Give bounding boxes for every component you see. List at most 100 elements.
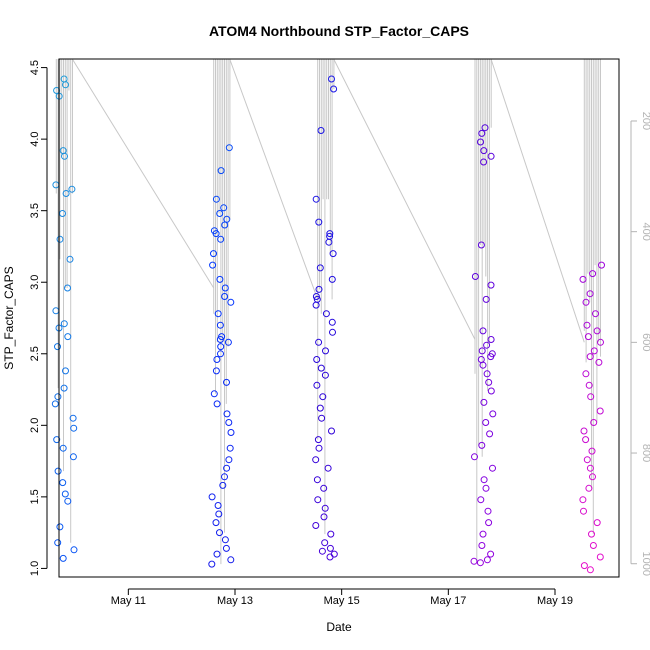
data-point — [482, 295, 490, 303]
data-point — [579, 275, 587, 283]
data-point — [312, 522, 320, 529]
data-point — [313, 356, 321, 363]
data-point — [320, 484, 328, 492]
y-tick-label: 1.0 — [29, 561, 41, 576]
data-point — [480, 158, 488, 166]
data-point — [489, 410, 497, 418]
trace-cluster — [55, 59, 73, 543]
data-point — [328, 75, 335, 83]
data-point — [588, 447, 596, 455]
data-point — [212, 230, 220, 238]
data-point — [482, 484, 490, 492]
y-tick-label: 3.5 — [29, 203, 41, 218]
data-point — [477, 138, 484, 146]
y2-tick-label: 800 — [640, 444, 650, 462]
data-point — [328, 318, 336, 326]
data-point — [592, 310, 599, 318]
data-point — [480, 147, 488, 155]
data-point — [324, 464, 332, 472]
data-point — [321, 504, 329, 512]
y2-tick-label: 400 — [640, 222, 650, 240]
data-point — [487, 550, 495, 558]
data-point — [586, 290, 594, 298]
data-point — [478, 347, 486, 355]
data-point — [318, 547, 326, 555]
data-point — [585, 381, 593, 389]
data-point — [221, 473, 228, 481]
trace-cluster — [213, 59, 231, 565]
y2-tick-label: 1000 — [640, 551, 650, 575]
data-point — [319, 393, 327, 401]
trace-cluster — [583, 59, 601, 535]
data-point — [54, 393, 62, 401]
data-point — [208, 560, 216, 568]
data-point — [479, 530, 487, 538]
data-point — [56, 523, 64, 531]
data-point — [320, 513, 328, 521]
data-point — [224, 338, 232, 346]
data-point — [479, 361, 487, 369]
data-point — [596, 407, 604, 415]
data-point — [208, 493, 216, 501]
data-point — [313, 381, 321, 389]
data-point — [487, 353, 495, 361]
data-point — [583, 321, 591, 329]
data-point — [213, 400, 221, 408]
trace-cluster — [317, 59, 335, 535]
data-point — [316, 264, 324, 272]
data-point — [215, 510, 223, 518]
data-point — [313, 476, 321, 484]
data-point — [221, 284, 229, 292]
data-point — [329, 250, 337, 258]
data-point — [579, 496, 587, 504]
x-tick-label: May 13 — [217, 595, 253, 607]
data-point — [476, 559, 484, 567]
data-point — [330, 550, 338, 558]
data-point — [584, 333, 592, 341]
data-point — [53, 87, 61, 94]
data-point — [328, 427, 335, 435]
data-point — [227, 298, 235, 306]
data-point — [53, 436, 61, 444]
data-point — [209, 261, 217, 269]
data-point — [217, 167, 225, 175]
data-point — [223, 464, 231, 472]
data-point — [326, 553, 334, 561]
data-point — [315, 338, 323, 346]
data-point — [54, 343, 61, 351]
chart-title: ATOM4 Northbound STP_Factor_CAPS — [209, 23, 469, 39]
y-tick-label: 4.0 — [29, 131, 41, 146]
point-cluster — [51, 75, 78, 562]
data-point — [315, 444, 323, 452]
data-point — [312, 456, 320, 464]
data-point — [580, 507, 587, 515]
plot-frame — [58, 58, 620, 578]
data-point — [312, 301, 320, 309]
data-point — [589, 473, 596, 481]
data-point — [477, 496, 485, 504]
trace-cluster — [474, 59, 492, 563]
data-point — [595, 358, 603, 366]
data-point — [487, 387, 495, 395]
data-point — [59, 479, 67, 487]
data-point — [597, 338, 604, 346]
data-point — [482, 419, 490, 426]
data-point — [212, 519, 220, 527]
data-point — [225, 144, 233, 152]
data-point — [68, 185, 76, 193]
data-point — [478, 441, 486, 449]
data-point — [483, 341, 491, 349]
data-point — [221, 536, 229, 544]
data-point — [477, 241, 485, 249]
data-point — [318, 414, 326, 422]
axes-layer: 1.0 1.5 2.0 2.5 3.0 3.5 4.0 4.5 200 400 600 800 1000… — [29, 60, 650, 607]
data-point — [223, 410, 231, 418]
data-point — [588, 530, 595, 538]
data-point — [471, 453, 478, 461]
data-point — [315, 285, 323, 293]
data-point — [54, 467, 62, 475]
data-point — [478, 542, 486, 549]
y-axis-label: STP_Factor_CAPS — [2, 266, 16, 369]
data-point — [69, 414, 77, 422]
